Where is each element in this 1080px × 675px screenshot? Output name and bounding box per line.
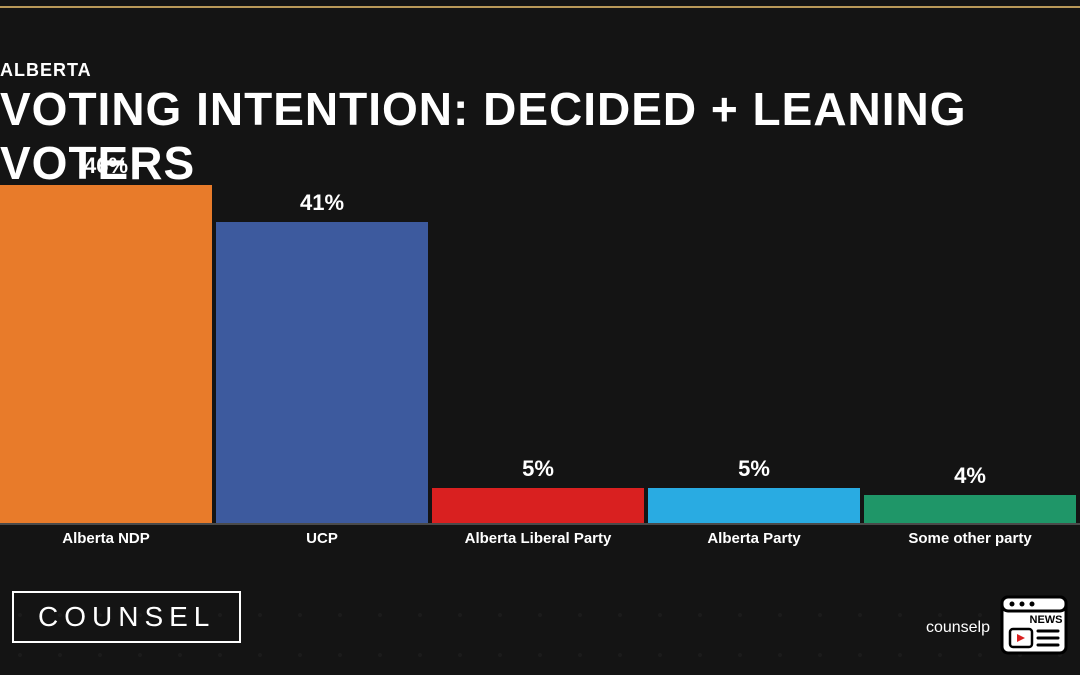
category-label: Alberta NDP (0, 530, 212, 547)
svg-text:NEWS: NEWS (1030, 614, 1063, 626)
news-icon: NEWS (1000, 595, 1068, 655)
chart-baseline (0, 523, 1080, 525)
bar-liberal: 5% (432, 488, 644, 525)
bar-alberta-party: 5% (648, 488, 860, 525)
category-label: Alberta Liberal Party (432, 530, 644, 547)
footer-url: counselp (926, 619, 990, 637)
category-labels-row: Alberta NDP UCP Alberta Liberal Party Al… (0, 530, 1080, 560)
region-label: ALBERTA (0, 60, 92, 81)
category-label: UCP (216, 530, 428, 547)
bar-value-label: 5% (432, 456, 644, 482)
category-label: Alberta Party (648, 530, 860, 547)
counsel-logo: COUNSEL (12, 591, 241, 643)
bar-other: 4% (864, 495, 1076, 525)
bar-value-label: 46% (0, 153, 212, 179)
top-accent-bar (0, 6, 1080, 8)
bar-value-label: 5% (648, 456, 860, 482)
category-label: Some other party (864, 530, 1076, 547)
bar-value-label: 41% (216, 190, 428, 216)
bar-chart: 46% 41% 5% 5% 4% (0, 155, 1080, 525)
bar-alberta-ndp: 46% (0, 185, 212, 525)
bar-ucp: 41% (216, 222, 428, 525)
bar-value-label: 4% (864, 463, 1076, 489)
